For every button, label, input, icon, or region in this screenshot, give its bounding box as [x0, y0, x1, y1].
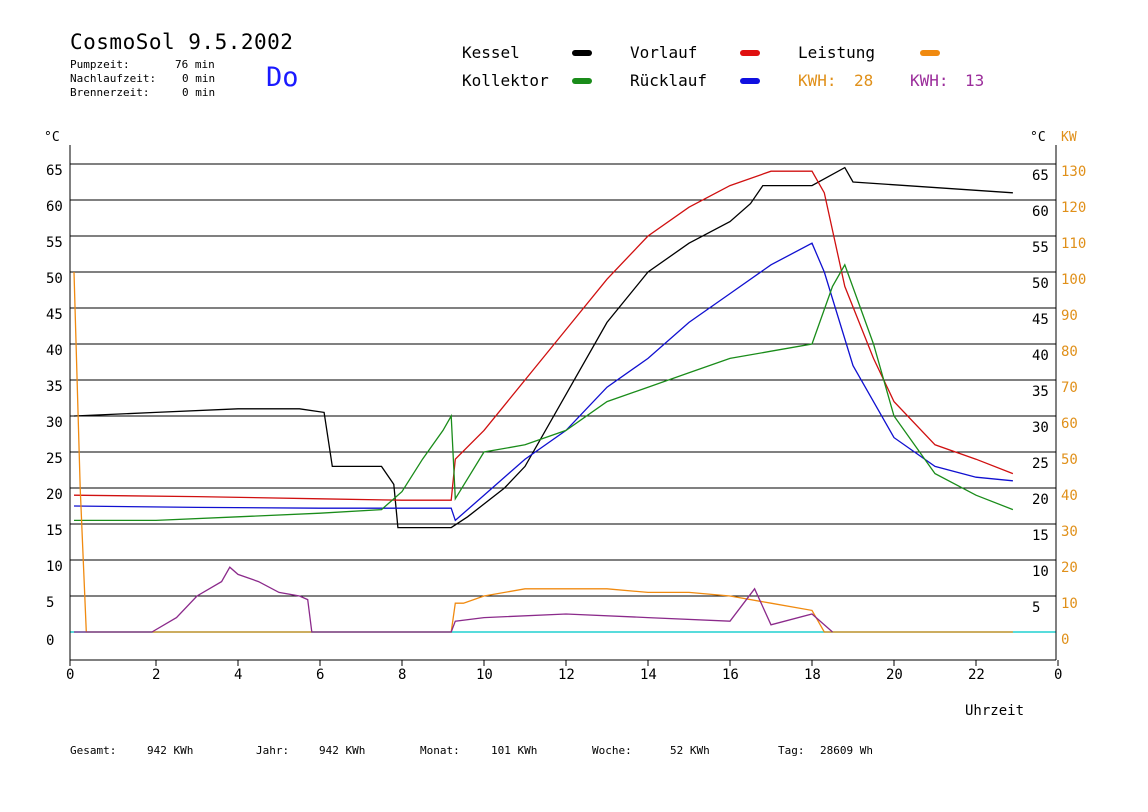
kw-tick-label: 20 [1061, 560, 1078, 576]
footer-jahr-label: Jahr: [256, 744, 290, 757]
y-tick-label-left: 10 [46, 559, 63, 575]
kw-tick-label: 80 [1061, 344, 1078, 360]
kw-tick-label: 30 [1061, 524, 1078, 540]
kw-tick-label: 70 [1061, 380, 1078, 396]
y-tick-label-left: 40 [46, 343, 63, 359]
x-tick-label: 20 [886, 667, 903, 683]
legend-kessel-label: Kessel [462, 43, 520, 62]
y-tick-label-right: 10 [1032, 564, 1049, 580]
series-line-kwh2 [74, 566, 833, 633]
footer-monat-value: 101 KWh [491, 744, 538, 757]
x-tick-label: 10 [476, 667, 493, 683]
series-line-vorlauf [73, 170, 1014, 501]
footer-tag-value: 28609 Wh [820, 744, 873, 757]
kw-tick-label: 60 [1061, 416, 1078, 432]
legend-leistung-swatch [920, 50, 940, 56]
footer-monat-label: Monat: [420, 744, 460, 757]
y-tick-label-left: 50 [46, 271, 63, 287]
legend-kwh1-label: KWH: [798, 71, 837, 90]
stat-pumpzeit-value: 76 min [175, 58, 215, 71]
legend-kwh2-value: 13 [965, 71, 985, 90]
y-tick-label-left: 45 [46, 307, 63, 323]
legend-ruecklauf-label: Rücklauf [630, 71, 708, 90]
y-axis-label-left: °C [44, 130, 60, 145]
series-line-kessel [73, 166, 1013, 529]
footer-tag-label: Tag: [778, 744, 805, 757]
weekday-label: Do [266, 62, 299, 93]
kw-tick-label: 50 [1061, 452, 1078, 468]
y-tick-label-right: 25 [1032, 456, 1049, 472]
footer-jahr-value: 942 KWh [319, 744, 366, 757]
stat-nachlaufzeit-value: 0 min [182, 72, 216, 85]
y-tick-label-left: 35 [46, 379, 63, 395]
legend-vorlauf-label: Vorlauf [630, 43, 698, 62]
stat-brennerzeit-value: 0 min [182, 86, 216, 99]
x-axis-label: Uhrzeit [965, 703, 1024, 719]
legend-ruecklauf-swatch [740, 78, 760, 84]
x-tick-label: 0 [66, 667, 74, 683]
x-tick-label: 8 [398, 667, 406, 683]
x-tick-label: 18 [804, 667, 821, 683]
y-tick-label-right: 40 [1032, 348, 1049, 364]
footer-gesamt-value: 942 KWh [147, 744, 194, 757]
y-tick-label-right: 55 [1032, 240, 1049, 256]
footer-woche-value: 52 KWh [670, 744, 710, 757]
stat-brennerzeit-label: Brennerzeit: [70, 86, 150, 99]
kw-tick-label: 40 [1061, 488, 1078, 504]
y-axis-label-right: °C [1030, 130, 1046, 145]
y-tick-label-right: 20 [1032, 492, 1049, 508]
kw-tick-label: 90 [1061, 308, 1078, 324]
kw-tick-label: 100 [1061, 272, 1086, 288]
x-tick-label: 4 [234, 667, 242, 683]
stat-nachlaufzeit-label: Nachlaufzeit: [70, 72, 157, 85]
x-tick-label: 12 [558, 667, 575, 683]
x-tick-label: 22 [968, 667, 985, 683]
y-tick-label-left: 5 [46, 595, 54, 611]
y-tick-label-left: 55 [46, 235, 63, 251]
series-line-r-cklauf [73, 242, 1013, 522]
kw-tick-label: 130 [1061, 164, 1086, 180]
y-tick-label-left: 60 [46, 199, 63, 215]
y-tick-label-right: 60 [1032, 204, 1049, 220]
x-tick-label: 0 [1054, 667, 1062, 683]
footer-gesamt-label: Gesamt: [70, 744, 117, 757]
y-tick-label-left: 0 [46, 633, 54, 649]
kw-tick-label: 120 [1061, 200, 1086, 216]
y-tick-label-right: 65 [1032, 168, 1049, 184]
y-tick-label-right: 50 [1032, 276, 1049, 292]
legend-kwh2-label: KWH: [910, 71, 949, 90]
legend-kollektor-label: Kollektor [462, 71, 549, 90]
x-tick-label: 6 [316, 667, 324, 683]
y-tick-label-left: 15 [46, 523, 63, 539]
kw-axis-label: KW [1061, 130, 1077, 145]
legend-kessel-swatch [572, 50, 592, 56]
y-tick-label-left: 25 [46, 451, 63, 467]
y-tick-label-right: 15 [1032, 528, 1049, 544]
y-tick-label-left: 20 [46, 487, 63, 503]
y-tick-label-left: 65 [46, 163, 63, 179]
series-line-kollektor [74, 263, 1014, 522]
kw-tick-label: 0 [1061, 632, 1069, 648]
y-tick-label-right: 35 [1032, 384, 1049, 400]
x-tick-label: 14 [640, 667, 657, 683]
stat-pumpzeit-label: Pumpzeit: [70, 58, 130, 71]
legend-vorlauf-swatch [740, 50, 760, 56]
legend-kollektor-swatch [572, 78, 592, 84]
chart-title: CosmoSol 9.5.2002 [70, 30, 294, 54]
kw-tick-label: 110 [1061, 236, 1086, 252]
x-tick-label: 2 [152, 667, 160, 683]
legend-kwh1-value: 28 [854, 71, 874, 90]
x-tick-label: 16 [722, 667, 739, 683]
footer-woche-label: Woche: [592, 744, 632, 757]
y-tick-label-right: 5 [1032, 600, 1040, 616]
legend-leistung-label: Leistung [798, 43, 876, 62]
y-tick-label-right: 30 [1032, 420, 1049, 436]
y-tick-label-right: 45 [1032, 312, 1049, 328]
kw-tick-label: 10 [1061, 596, 1078, 612]
y-tick-label-left: 30 [46, 415, 63, 431]
